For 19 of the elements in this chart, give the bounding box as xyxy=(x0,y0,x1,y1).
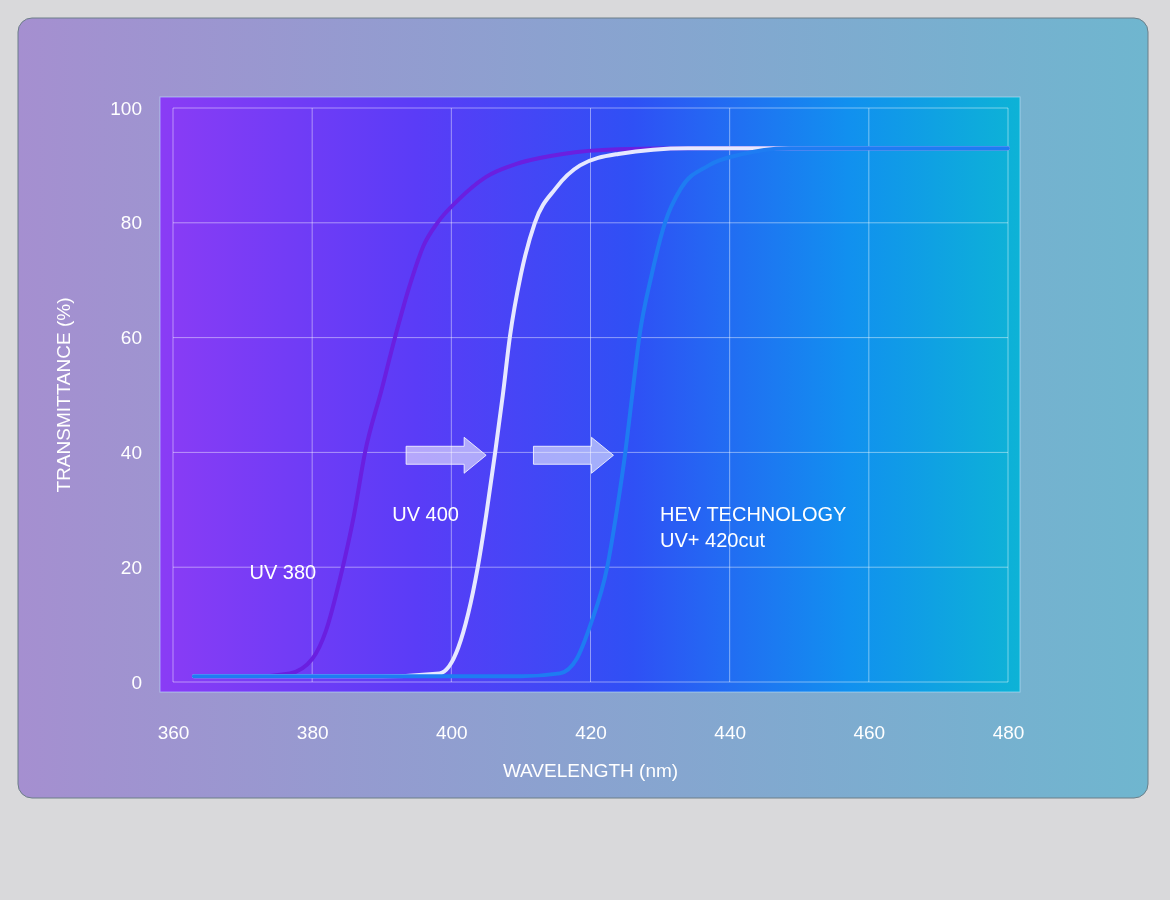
x-tick-label: 420 xyxy=(575,721,607,743)
y-tick-label: 40 xyxy=(120,441,142,463)
x-axis-title: WAVELENGTH (nm) xyxy=(502,760,679,781)
x-tick-label: 460 xyxy=(853,721,886,743)
series-label: UV 380 xyxy=(249,560,317,583)
y-axis-title: TRANSMITTANCE (%) xyxy=(53,297,74,493)
y-tick-label: 60 xyxy=(120,327,142,349)
y-tick-label: 0 xyxy=(131,671,142,693)
line-series xyxy=(191,146,1010,679)
text: HEV TECHNOLOGY UV+ 420cut xyxy=(660,503,847,552)
x-tick-label: 360 xyxy=(157,721,190,743)
x-tick-label: 400 xyxy=(435,721,468,743)
x-tick-label: 480 xyxy=(992,721,1025,743)
y-tick-label: 100 xyxy=(110,97,142,119)
x-tick-label: 440 xyxy=(714,721,747,743)
y-tick-label: 20 xyxy=(120,556,142,578)
y-tick-label: 80 xyxy=(120,212,142,234)
x-tick-label: 380 xyxy=(296,721,329,743)
series-label: UV 400 xyxy=(392,503,459,526)
